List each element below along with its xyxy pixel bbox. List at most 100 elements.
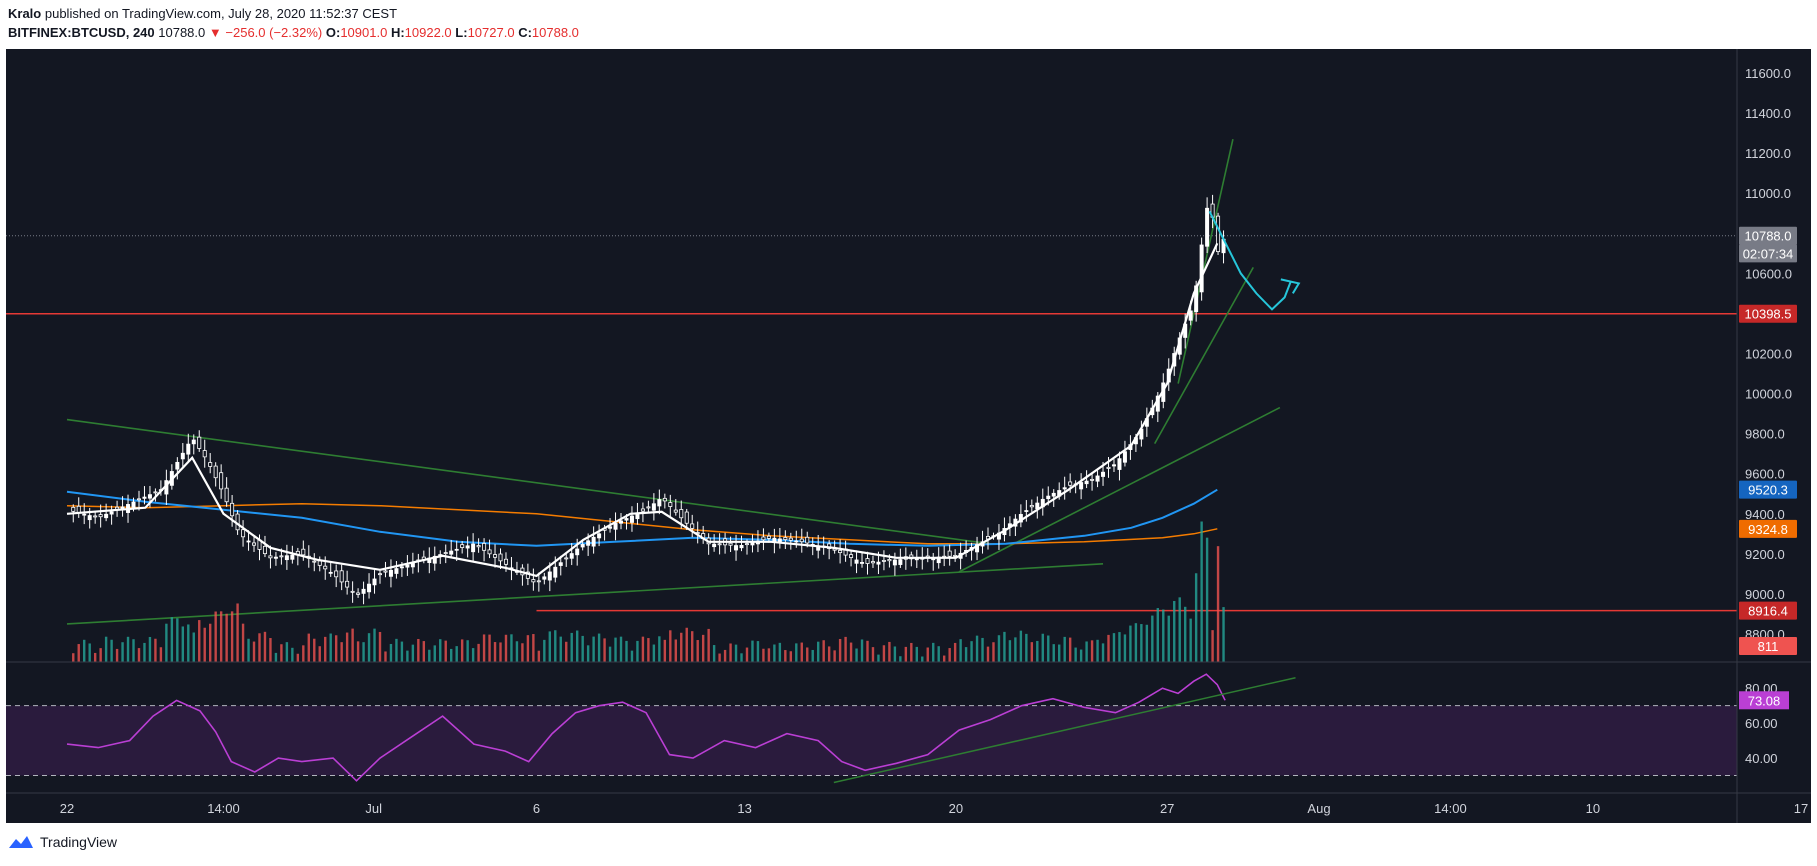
volume-bar [1189,618,1192,662]
candle-body [230,502,235,517]
volume-bar [838,638,842,662]
volume-bar [554,630,557,662]
volume-bar [762,648,765,662]
candle-body [454,548,459,551]
candle-body [350,590,355,593]
candle-body [252,542,257,546]
candle-body [443,552,448,554]
volume-bar [499,642,502,662]
price-tag: 811 [1739,636,1797,655]
volume-bar [964,647,968,662]
candle-body [432,555,437,564]
volume-bar [877,654,880,662]
volume-bar [203,627,206,662]
price-tag-label: 10398.5 [1745,307,1792,322]
candle-body [241,529,246,538]
volume-bar [143,642,146,662]
volume-bar [176,618,179,662]
candle-body [580,544,585,548]
volume-bar [669,630,672,662]
volume-bar [619,636,623,662]
trendline[interactable] [1177,138,1234,384]
low-label: L: [455,25,468,40]
trendline[interactable] [1153,266,1254,445]
candle-body [1068,481,1073,486]
high-value: 10922.0 [404,25,452,40]
candle-body [104,513,109,519]
volume-bar [537,650,541,662]
candle-body [1095,475,1100,482]
open-value: 10901.0 [340,25,388,40]
candle-body [323,565,328,570]
volume-bar [269,638,272,662]
volume-bar [778,642,782,662]
candle-body [870,561,875,564]
volume-bar [72,653,75,662]
candle-body [750,542,755,546]
volume-bar [208,623,212,662]
forecast-path[interactable] [1208,210,1292,311]
volume-bar [296,653,300,662]
candle-body [591,536,596,547]
volume-bar [1085,641,1088,662]
volume-bar [680,632,683,662]
candle-body [87,515,92,521]
candle-body [498,553,503,562]
symbol-label[interactable]: BITFINEX:BTCUSD, 240 [8,25,155,40]
author-name[interactable]: Kralo [8,6,42,21]
price-tick-label: 10600.0 [1745,266,1792,281]
candle-body [405,564,410,568]
footer-brand-text: TradingView [40,834,118,850]
volume-bar [795,643,798,662]
volume-bar [833,650,836,662]
candle-body [849,554,854,558]
volume-bar [658,636,661,662]
volume-bar [252,641,256,662]
candle-body [717,543,722,546]
volume-bar [1052,644,1055,662]
volume-bar [181,626,185,662]
candle-body [1051,492,1056,497]
volume-bar [570,632,573,662]
trendline[interactable] [66,418,991,545]
volume-bar [718,653,721,662]
candle-body [191,439,196,445]
rsi-trendline[interactable] [833,676,1296,784]
candle-body [460,544,465,548]
volume-bar [866,640,869,662]
candle-body [334,570,339,578]
volume-bar [334,635,338,662]
candle-body [542,576,547,580]
candle-body [175,461,180,470]
volume-bar [324,636,327,662]
volume-bar [126,636,130,662]
volume-bar [806,647,809,662]
time-tick-label: 13 [737,801,751,816]
volume-bar [1145,624,1149,662]
candle-body [739,545,744,549]
candle-body [383,570,388,573]
volume-bar [729,643,732,662]
trendline[interactable] [66,563,1104,625]
volume-bar [1156,608,1160,662]
price-tick-label: 10200.0 [1745,346,1792,361]
price-tag: 9520.3 [1739,480,1797,499]
volume-bar [433,645,436,662]
volume-bar [165,623,168,662]
candle-body [898,559,903,565]
volume-bar [827,646,831,662]
price-tag-label: 02:07:34 [1743,246,1794,261]
candle-body [262,545,267,555]
volume-bar [608,646,612,662]
volume-bar [313,638,316,662]
candle-body [629,515,634,523]
price-tick-label: 11400.0 [1745,106,1791,121]
trendline[interactable] [958,406,1281,573]
volume-bar [439,639,442,662]
candle-body [279,555,284,558]
candle-body [301,548,306,556]
candle-body [646,506,651,509]
chart-header: Kralo published on TradingView.com, July… [8,4,579,42]
candle-body [290,554,295,560]
